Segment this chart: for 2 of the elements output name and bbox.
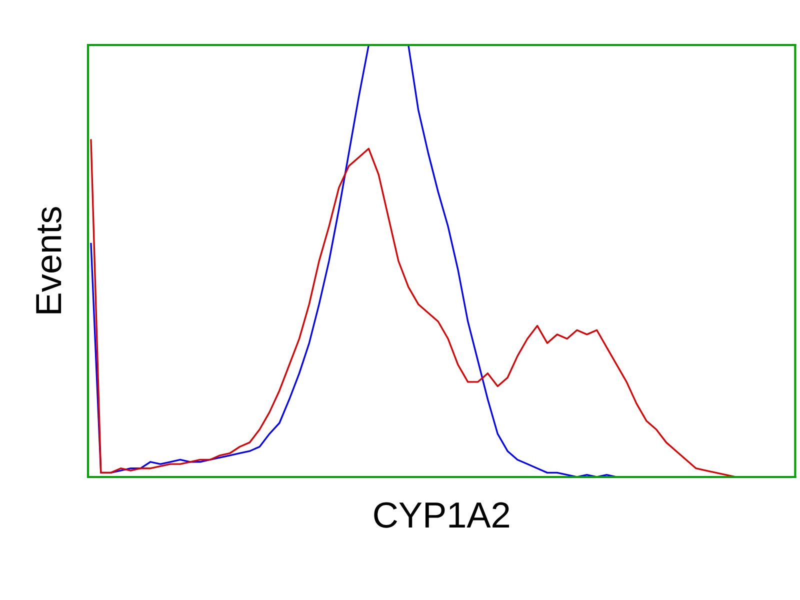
- x-axis-title: CYP1A2: [374, 502, 510, 528]
- y-axis-title: Events: [36, 207, 62, 314]
